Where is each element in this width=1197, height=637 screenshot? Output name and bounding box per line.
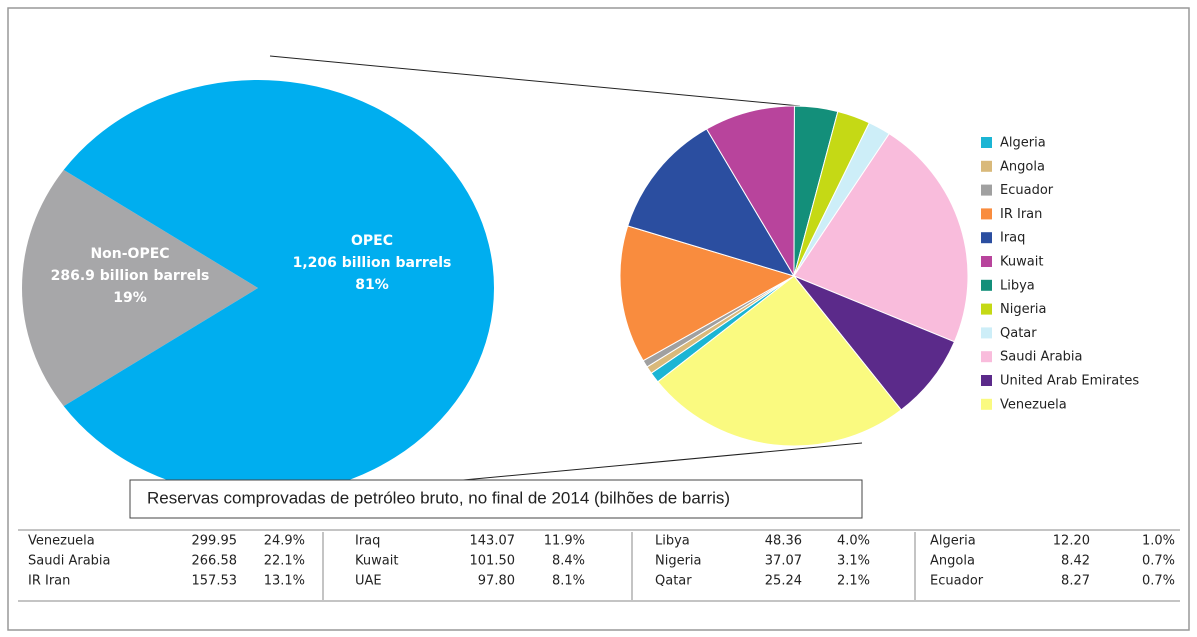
table-bg	[18, 528, 1180, 602]
legend-label: IR Iran	[1000, 207, 1042, 222]
table-value: 266.58	[192, 554, 238, 569]
legend-swatch	[981, 160, 992, 172]
table-name: Nigeria	[655, 554, 702, 569]
legend-label: Saudi Arabia	[1000, 350, 1083, 365]
legend-swatch	[981, 351, 992, 363]
table-value: 143.07	[470, 534, 516, 549]
legend-swatch	[981, 303, 992, 315]
slice-share-label: 19%	[113, 290, 147, 306]
pie-slice	[705, 105, 795, 278]
table: Venezuela 299.95 24.9% Saudi Arabia 266.58 22…	[28, 532, 1175, 600]
table-value: 299.95	[192, 534, 238, 549]
table-percent: 22.1%	[264, 554, 305, 569]
slice-value-label: 286.9 billion barrels	[51, 268, 210, 284]
legend-swatch	[981, 137, 992, 148]
legend-swatch	[981, 279, 992, 291]
table-value: 48.36	[765, 534, 802, 549]
legend-label: United Arab Emirates	[1000, 374, 1139, 389]
table-value: 8.27	[1061, 574, 1090, 589]
table-name: Venezuela	[28, 534, 95, 549]
caption: Reservas comprovadas de petróleo bruto, …	[147, 488, 730, 507]
pie-slice	[627, 128, 796, 277]
table-name: Ecuador	[930, 574, 984, 589]
legend-label: Qatar	[1000, 326, 1037, 341]
table-percent: 13.1%	[264, 574, 305, 589]
table-value: 157.53	[192, 574, 238, 589]
table-value: 8.42	[1061, 554, 1090, 569]
table-name: UAE	[355, 574, 382, 589]
pie-slice	[22, 169, 258, 407]
table-percent: 3.1%	[837, 554, 870, 569]
legend-swatch	[981, 184, 992, 196]
legend-label: Algeria	[1000, 136, 1046, 151]
table-percent: 24.9%	[264, 534, 305, 549]
table-value: 37.07	[765, 554, 802, 569]
pie-slice	[657, 275, 902, 447]
legend-swatch	[981, 398, 992, 410]
legend-label: Nigeria	[1000, 302, 1047, 317]
table-percent: 11.9%	[544, 534, 585, 549]
pie-slice	[619, 225, 796, 362]
slice-name: OPEC	[351, 233, 393, 249]
legend-swatch	[981, 327, 992, 339]
table-name: IR Iran	[28, 574, 70, 589]
table-name: Qatar	[655, 574, 692, 589]
table-name: Kuwait	[355, 554, 398, 569]
pie-slice	[63, 79, 495, 496]
table-percent: 8.4%	[552, 554, 585, 569]
slices	[22, 79, 969, 496]
legend-label: Libya	[1000, 278, 1035, 293]
legend-label: Angola	[1000, 159, 1045, 174]
table-name: Saudi Arabia	[28, 554, 111, 569]
table-percent: 4.0%	[837, 534, 870, 549]
table-percent: 0.7%	[1142, 574, 1175, 589]
table-value: 97.80	[478, 574, 515, 589]
labels: Non-OPEC 286.9 billion barrels 19% OPEC 1,20…	[51, 136, 1140, 413]
table-name: Iraq	[355, 534, 380, 549]
slice-name: Non-OPEC	[90, 246, 169, 262]
table-name: Algeria	[930, 534, 976, 549]
legend-swatch	[981, 256, 992, 267]
table-percent: 8.1%	[552, 574, 585, 589]
legend-label: Ecuador	[1000, 183, 1054, 198]
pie-slice	[792, 274, 956, 411]
slice-share-label: 81%	[355, 277, 389, 293]
legend-label: Iraq	[1000, 231, 1025, 246]
legend-swatch	[981, 232, 992, 244]
slice-value-label: 1,206 billion barrels	[293, 255, 452, 271]
frame	[7, 7, 1190, 631]
table-value: 12.20	[1053, 534, 1090, 549]
table-name: Angola	[930, 554, 975, 569]
legend-label: Venezuela	[1000, 397, 1067, 412]
legend-swatch	[981, 208, 992, 220]
table-value: 101.50	[470, 554, 516, 569]
table-name: Libya	[655, 534, 690, 549]
caption-box	[129, 479, 863, 519]
table-percent: 1.0%	[1142, 534, 1175, 549]
table-percent: 0.7%	[1142, 554, 1175, 569]
table-value: 25.24	[765, 574, 802, 589]
table-percent: 2.1%	[837, 574, 870, 589]
legend-swatch	[981, 375, 992, 386]
connector	[269, 55, 801, 107]
legend-label: Kuwait	[1000, 255, 1043, 270]
pie-slice	[793, 133, 969, 343]
